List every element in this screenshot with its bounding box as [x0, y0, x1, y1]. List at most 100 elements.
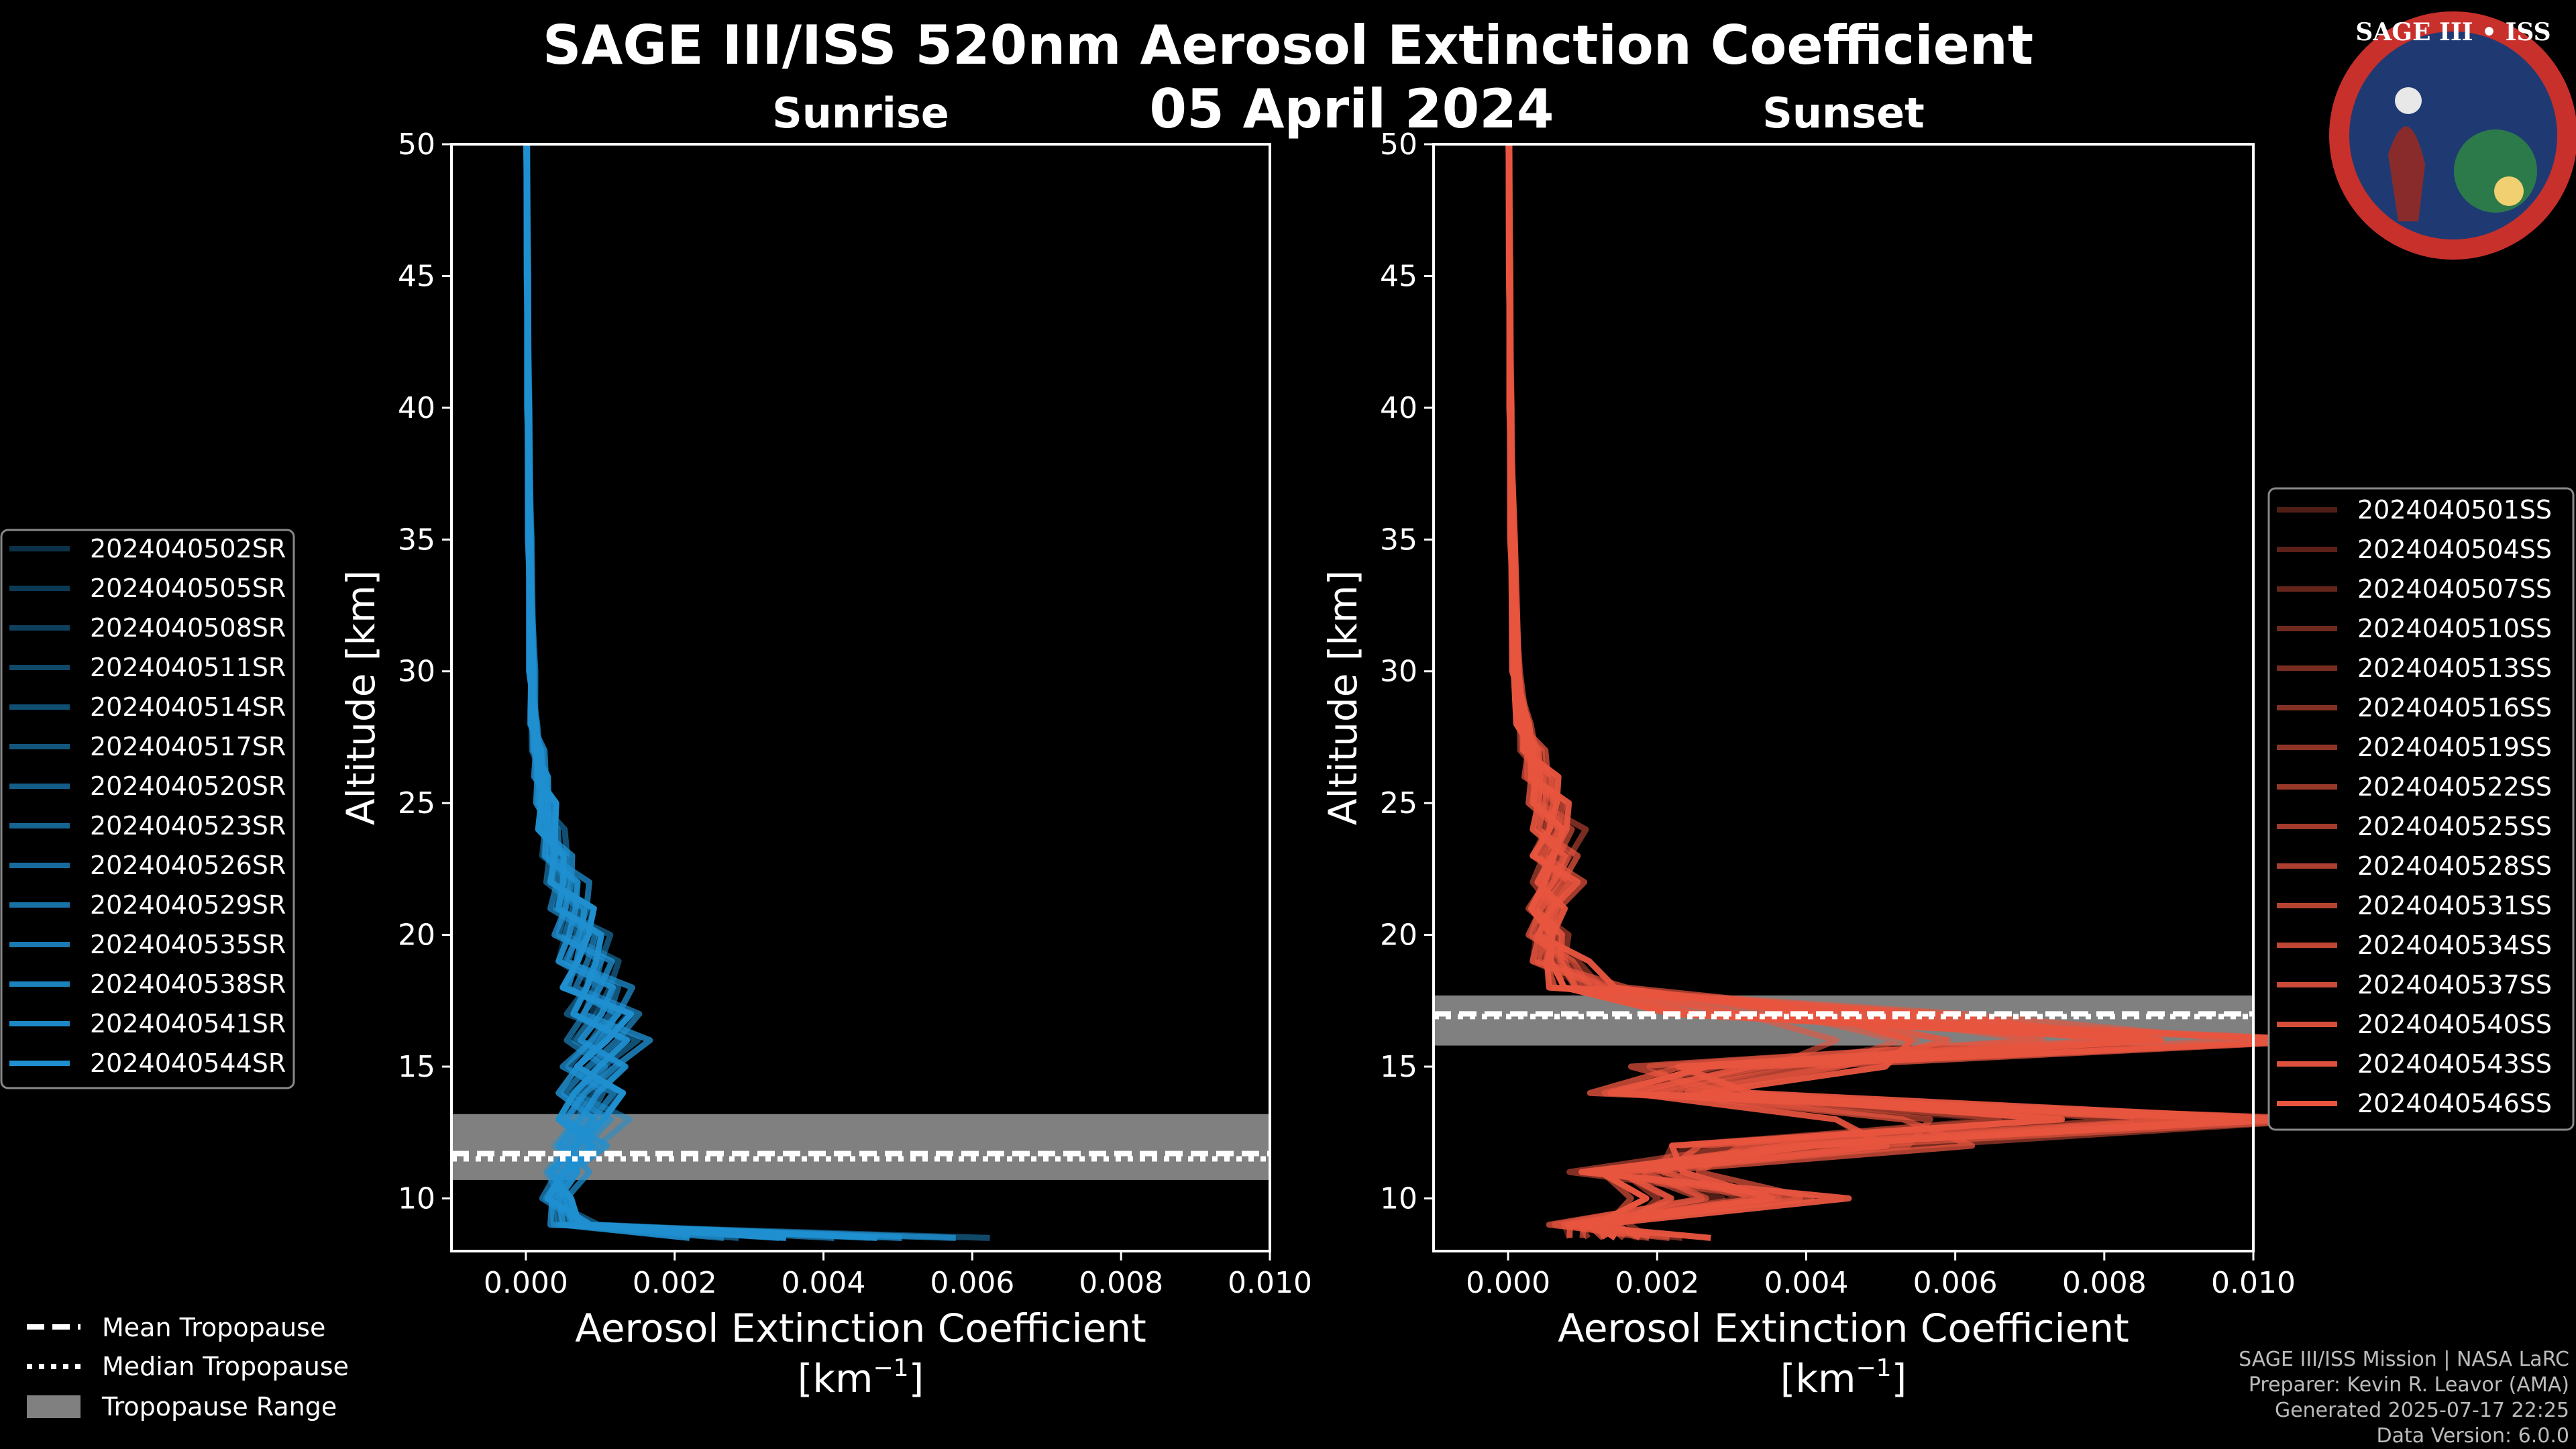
sunset-profile-line	[1505, 144, 2291, 1240]
credit-generated: Generated 2025-07-17 22:25	[2275, 1399, 2569, 1422]
sunset-legend-entry: 2024040513SS	[2357, 653, 2552, 683]
tropopause-range-swatch	[27, 1395, 80, 1418]
logo-moon-icon	[2395, 87, 2422, 114]
sunrise-xtick-label: 0.004	[782, 1266, 866, 1300]
logo-figure-icon	[2388, 126, 2425, 221]
sunset-ticks: 0.000 0.002 0.004 0.006 0.008 0.010 10 15 20 25 30…	[1380, 127, 2296, 1300]
tropopause-range-label: Tropopause Range	[101, 1392, 337, 1421]
sunrise-legend-entry: 2024040544SR	[90, 1049, 286, 1078]
sunset-ytick-label: 45	[1380, 259, 1417, 293]
sunrise-profiles	[523, 144, 990, 1241]
sunset-profile-line	[1506, 144, 2063, 1238]
sunrise-xtick-label: 0.008	[1079, 1266, 1163, 1300]
sunset-legend-entry: 2024040537SS	[2357, 970, 2552, 1000]
sunrise-ytick-label: 20	[398, 918, 435, 953]
sunrise-legend-entry: 2024040526SR	[90, 851, 286, 880]
sunset-legend-entry: 2024040546SS	[2357, 1089, 2552, 1118]
sunrise-legend-entry: 2024040508SR	[90, 613, 286, 643]
sunrise-ylabel: Altitude [km]	[338, 570, 384, 825]
sunset-profile-line	[1505, 144, 2331, 1241]
sunrise-xtick-label: 0.002	[633, 1266, 717, 1300]
sunrise-legend-entry: 2024040541SR	[90, 1009, 286, 1038]
credits-block: SAGE III/ISS Mission | NASA LaRC Prepare…	[2239, 1348, 2569, 1448]
sunset-profile-line	[1505, 144, 2331, 1240]
median-tropopause-label: Median Tropopause	[102, 1352, 349, 1381]
sunrise-legend: 2024040502SR 2024040505SR 2024040508SR 2024…	[0, 529, 295, 1089]
sunrise-xtick-label: 0.000	[484, 1266, 568, 1300]
sunset-legend: 2024040501SS 2024040504SS 2024040507SS 2024…	[2267, 487, 2575, 1131]
sunrise-legend-entry: 2024040529SR	[90, 890, 286, 920]
sunset-legend-entry: 2024040516SS	[2357, 693, 2552, 722]
sunrise-ytick-label: 40	[398, 391, 435, 425]
sunrise-profile-line	[523, 144, 784, 1241]
sunset-xtick-label: 0.002	[1615, 1266, 1699, 1300]
sunset-legend-entry: 2024040525SS	[2357, 812, 2552, 841]
sunset-xtick-label: 0.004	[1764, 1266, 1848, 1300]
sunrise-title: Sunrise	[772, 89, 949, 138]
sunset-ytick-label: 40	[1380, 391, 1417, 425]
sunset-ytick-label: 15	[1380, 1050, 1417, 1084]
mean-tropopause-label: Mean Tropopause	[102, 1313, 325, 1342]
sunset-xtick-label: 0.000	[1466, 1266, 1550, 1300]
sunrise-xunit: [km−1]	[798, 1354, 924, 1401]
sunset-ytick-label: 10	[1380, 1181, 1417, 1216]
sunset-xtick-label: 0.008	[2062, 1266, 2147, 1300]
sunrise-legend-entry: 2024040511SR	[90, 653, 286, 682]
sunset-ytick-label: 20	[1380, 918, 1417, 953]
sunset-profile-line	[1505, 144, 2246, 1241]
sunset-profiles	[1505, 144, 2331, 1241]
sunset-xtick-label: 0.006	[1913, 1266, 1998, 1300]
sunrise-legend-entry: 2024040523SR	[90, 811, 286, 841]
sunset-ylabel: Altitude [km]	[1320, 570, 1366, 825]
credit-preparer: Preparer: Kevin R. Leavor (AMA)	[2249, 1373, 2569, 1397]
sunset-legend-entry: 2024040522SS	[2357, 772, 2552, 802]
logo-sun-icon	[2494, 176, 2524, 206]
figure-date: 05 April 2024	[1149, 78, 1554, 140]
sunset-ytick-label: 50	[1380, 127, 1417, 162]
sunset-legend-entry: 2024040501SS	[2357, 495, 2552, 525]
tropopause-legend: Mean Tropopause Median Tropopause Tropop…	[27, 1313, 349, 1421]
sunrise-ytick-label: 45	[398, 259, 435, 293]
sunset-xunit: [km−1]	[1780, 1354, 1907, 1401]
sunrise-legend-entry: 2024040538SR	[90, 969, 286, 999]
sunrise-profile-line	[523, 144, 739, 1241]
sunrise-axes-frame	[450, 143, 1271, 1252]
sunset-axes-frame	[1432, 143, 2255, 1252]
sunrise-ytick-label: 50	[398, 127, 435, 162]
sunrise-ytick-label: 35	[398, 523, 435, 557]
sage-iii-iss-logo: SAGE III • ISS	[2329, 11, 2576, 260]
sunset-xtick-label: 0.010	[2211, 1266, 2296, 1300]
sunset-legend-entry: 2024040504SS	[2357, 535, 2552, 564]
sunrise-ticks: 0.000 0.002 0.004 0.006 0.008 0.010 10 15 20 25 30…	[398, 127, 1312, 1300]
sunrise-xtick-label: 0.010	[1228, 1266, 1312, 1300]
sunrise-ytick-label: 25	[398, 786, 435, 820]
logo-earth-icon	[2454, 129, 2537, 213]
sunset-legend-entry: 2024040540SS	[2357, 1010, 2552, 1039]
sunrise-legend-frame	[0, 529, 295, 1089]
figure-title: SAGE III/ISS 520nm Aerosol Extinction Co…	[543, 14, 2033, 76]
sunrise-tropopause-lines	[451, 1150, 1270, 1162]
sunrise-legend-entry: 2024040505SR	[90, 574, 286, 603]
sunset-xlabel: Aerosol Extinction Coefficient	[1558, 1305, 2129, 1351]
sunrise-xlabel: Aerosol Extinction Coefficient	[575, 1305, 1146, 1351]
sunset-title: Sunset	[1762, 89, 1925, 138]
sunset-legend-entry: 2024040528SS	[2357, 851, 2552, 881]
sunrise-legend-entry: 2024040517SR	[90, 732, 286, 761]
sunset-ytick-label: 30	[1380, 655, 1417, 689]
sunset-ytick-label: 35	[1380, 523, 1417, 557]
sunset-profile-line	[1505, 144, 2331, 1241]
sunset-profile-line	[1505, 144, 2303, 1241]
sunset-profile-line	[1505, 144, 2275, 1240]
sunset-legend-entry: 2024040519SS	[2357, 733, 2552, 762]
credit-mission: SAGE III/ISS Mission | NASA LaRC	[2239, 1348, 2569, 1371]
sunset-panel: Sunset 0.000 0.002 0.004 0.006 0.008 0.010 10 1…	[1320, 89, 2331, 1401]
sunset-ytick-label: 25	[1380, 786, 1417, 820]
sunset-legend-entry: 2024040543SS	[2357, 1049, 2552, 1079]
sunrise-profile-line	[523, 144, 780, 1241]
logo-inner-disc	[2349, 32, 2557, 239]
logo-text: SAGE III • ISS	[2355, 18, 2551, 46]
sunrise-legend-entry: 2024040514SR	[90, 692, 286, 722]
sunset-profile-line	[1505, 144, 2322, 1241]
sunset-legend-entry: 2024040534SS	[2357, 930, 2552, 960]
